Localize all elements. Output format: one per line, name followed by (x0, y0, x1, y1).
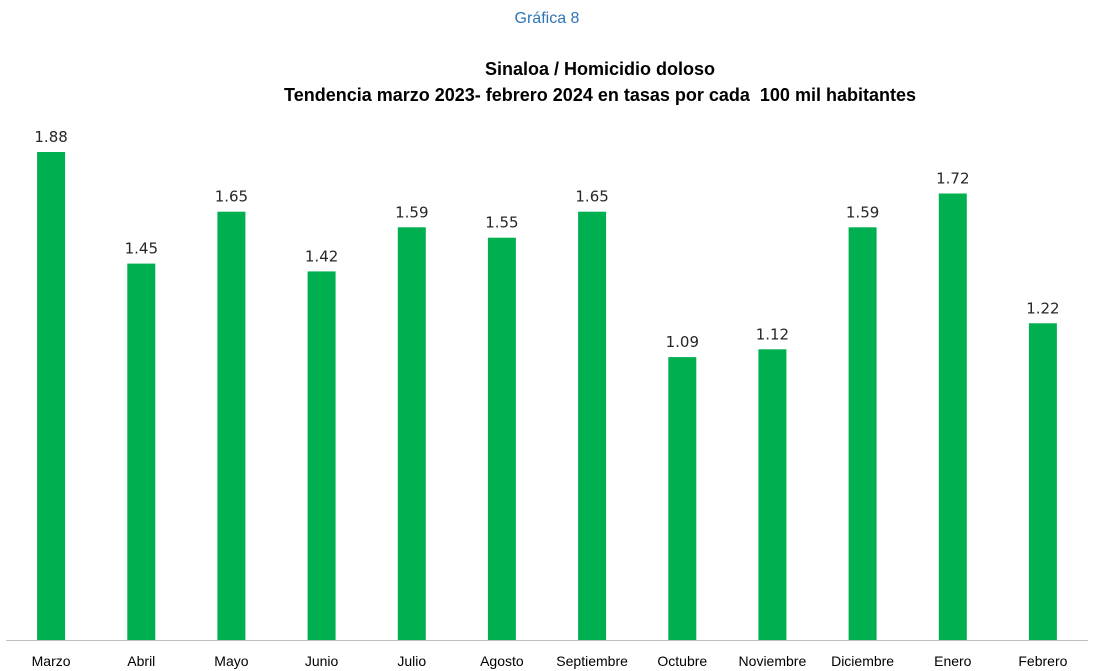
bar-mayo (217, 211, 246, 640)
bar-abril (127, 263, 156, 640)
data-label-marzo: 1.88 (34, 128, 67, 146)
bar-septiembre (578, 211, 607, 640)
bar-noviembre (758, 349, 787, 640)
x-tick-label-agosto: Agosto (480, 653, 524, 669)
x-tick-label-julio: Julio (397, 653, 426, 669)
x-tick-label-octubre: Octubre (657, 653, 707, 669)
bar-marzo (37, 152, 66, 640)
data-labels-group: 1.88 1.45 1.65 1.42 1.59 1.55 1.65 1.09 1.12 1.59… (34, 128, 1059, 351)
data-label-diciembre: 1.59 (846, 203, 879, 221)
data-label-septiembre: 1.65 (575, 188, 608, 206)
data-label-febrero: 1.22 (1026, 299, 1059, 317)
chart-title: Sinaloa / Homicidio doloso (485, 59, 715, 79)
x-tick-labels-group: Marzo Abril Mayo Junio Julio Agosto Septiembre… (32, 653, 1068, 669)
bar-enero (938, 193, 967, 640)
bar-julio (397, 227, 426, 641)
bar-octubre (668, 357, 697, 640)
x-tick-label-febrero: Febrero (1018, 653, 1067, 669)
chart-subtitle: Tendencia marzo 2023- febrero 2024 en ta… (284, 85, 916, 105)
x-tick-label-abril: Abril (127, 653, 155, 669)
bar-junio (307, 271, 336, 640)
bar-febrero (1028, 323, 1057, 640)
x-tick-label-noviembre: Noviembre (739, 653, 807, 669)
data-label-julio: 1.59 (395, 203, 428, 221)
bars-group (37, 152, 1057, 641)
x-tick-label-mayo: Mayo (214, 653, 248, 669)
data-label-enero: 1.72 (936, 170, 969, 188)
data-label-noviembre: 1.12 (756, 325, 789, 343)
x-tick-label-enero: Enero (934, 653, 972, 669)
x-tick-label-diciembre: Diciembre (831, 653, 894, 669)
data-label-abril: 1.45 (125, 240, 158, 258)
figure-label: Gráfica 8 (515, 10, 580, 27)
x-tick-label-septiembre: Septiembre (556, 653, 628, 669)
bar-agosto (487, 237, 516, 640)
bar-diciembre (848, 227, 877, 641)
data-label-mayo: 1.65 (215, 188, 248, 206)
data-label-octubre: 1.09 (666, 333, 699, 351)
data-label-junio: 1.42 (305, 247, 338, 265)
data-label-agosto: 1.55 (485, 214, 518, 232)
x-tick-label-marzo: Marzo (32, 653, 71, 669)
x-tick-label-junio: Junio (305, 653, 339, 669)
